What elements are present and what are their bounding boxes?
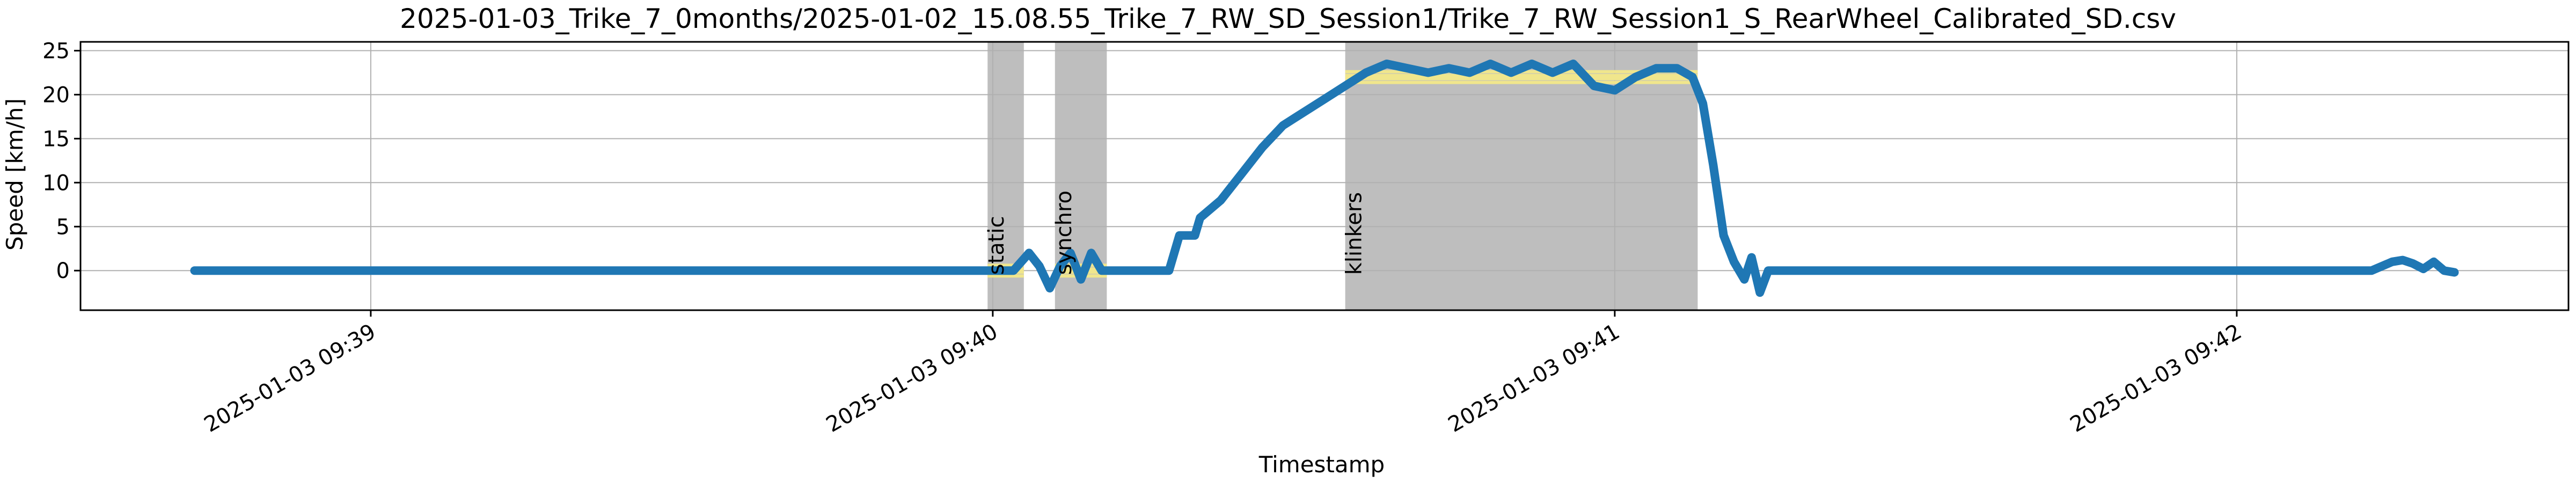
y-tick-label-5: 5	[56, 215, 70, 239]
series-line-0	[190, 60, 2459, 297]
y-tick-label-10: 10	[42, 171, 70, 195]
chart-title: 2025-01-03_Trike_7_0months/2025-01-02_15…	[400, 3, 2176, 34]
region-label-static: static	[984, 216, 1009, 275]
y-tick-label-20: 20	[42, 83, 70, 107]
region-label-klinkers: klinkers	[1342, 192, 1367, 275]
y-tick-label-15: 15	[42, 127, 70, 151]
plot-frame	[79, 41, 2570, 311]
y-axis-label: Speed [km/h]	[2, 98, 28, 251]
region-label-synchro: synchro	[1052, 191, 1077, 275]
y-tick-label-0: 0	[56, 259, 70, 283]
region-klinkers	[1345, 42, 1698, 310]
y-tick-label-25: 25	[42, 39, 70, 63]
x-axis-label: Timestamp	[1258, 451, 1385, 478]
